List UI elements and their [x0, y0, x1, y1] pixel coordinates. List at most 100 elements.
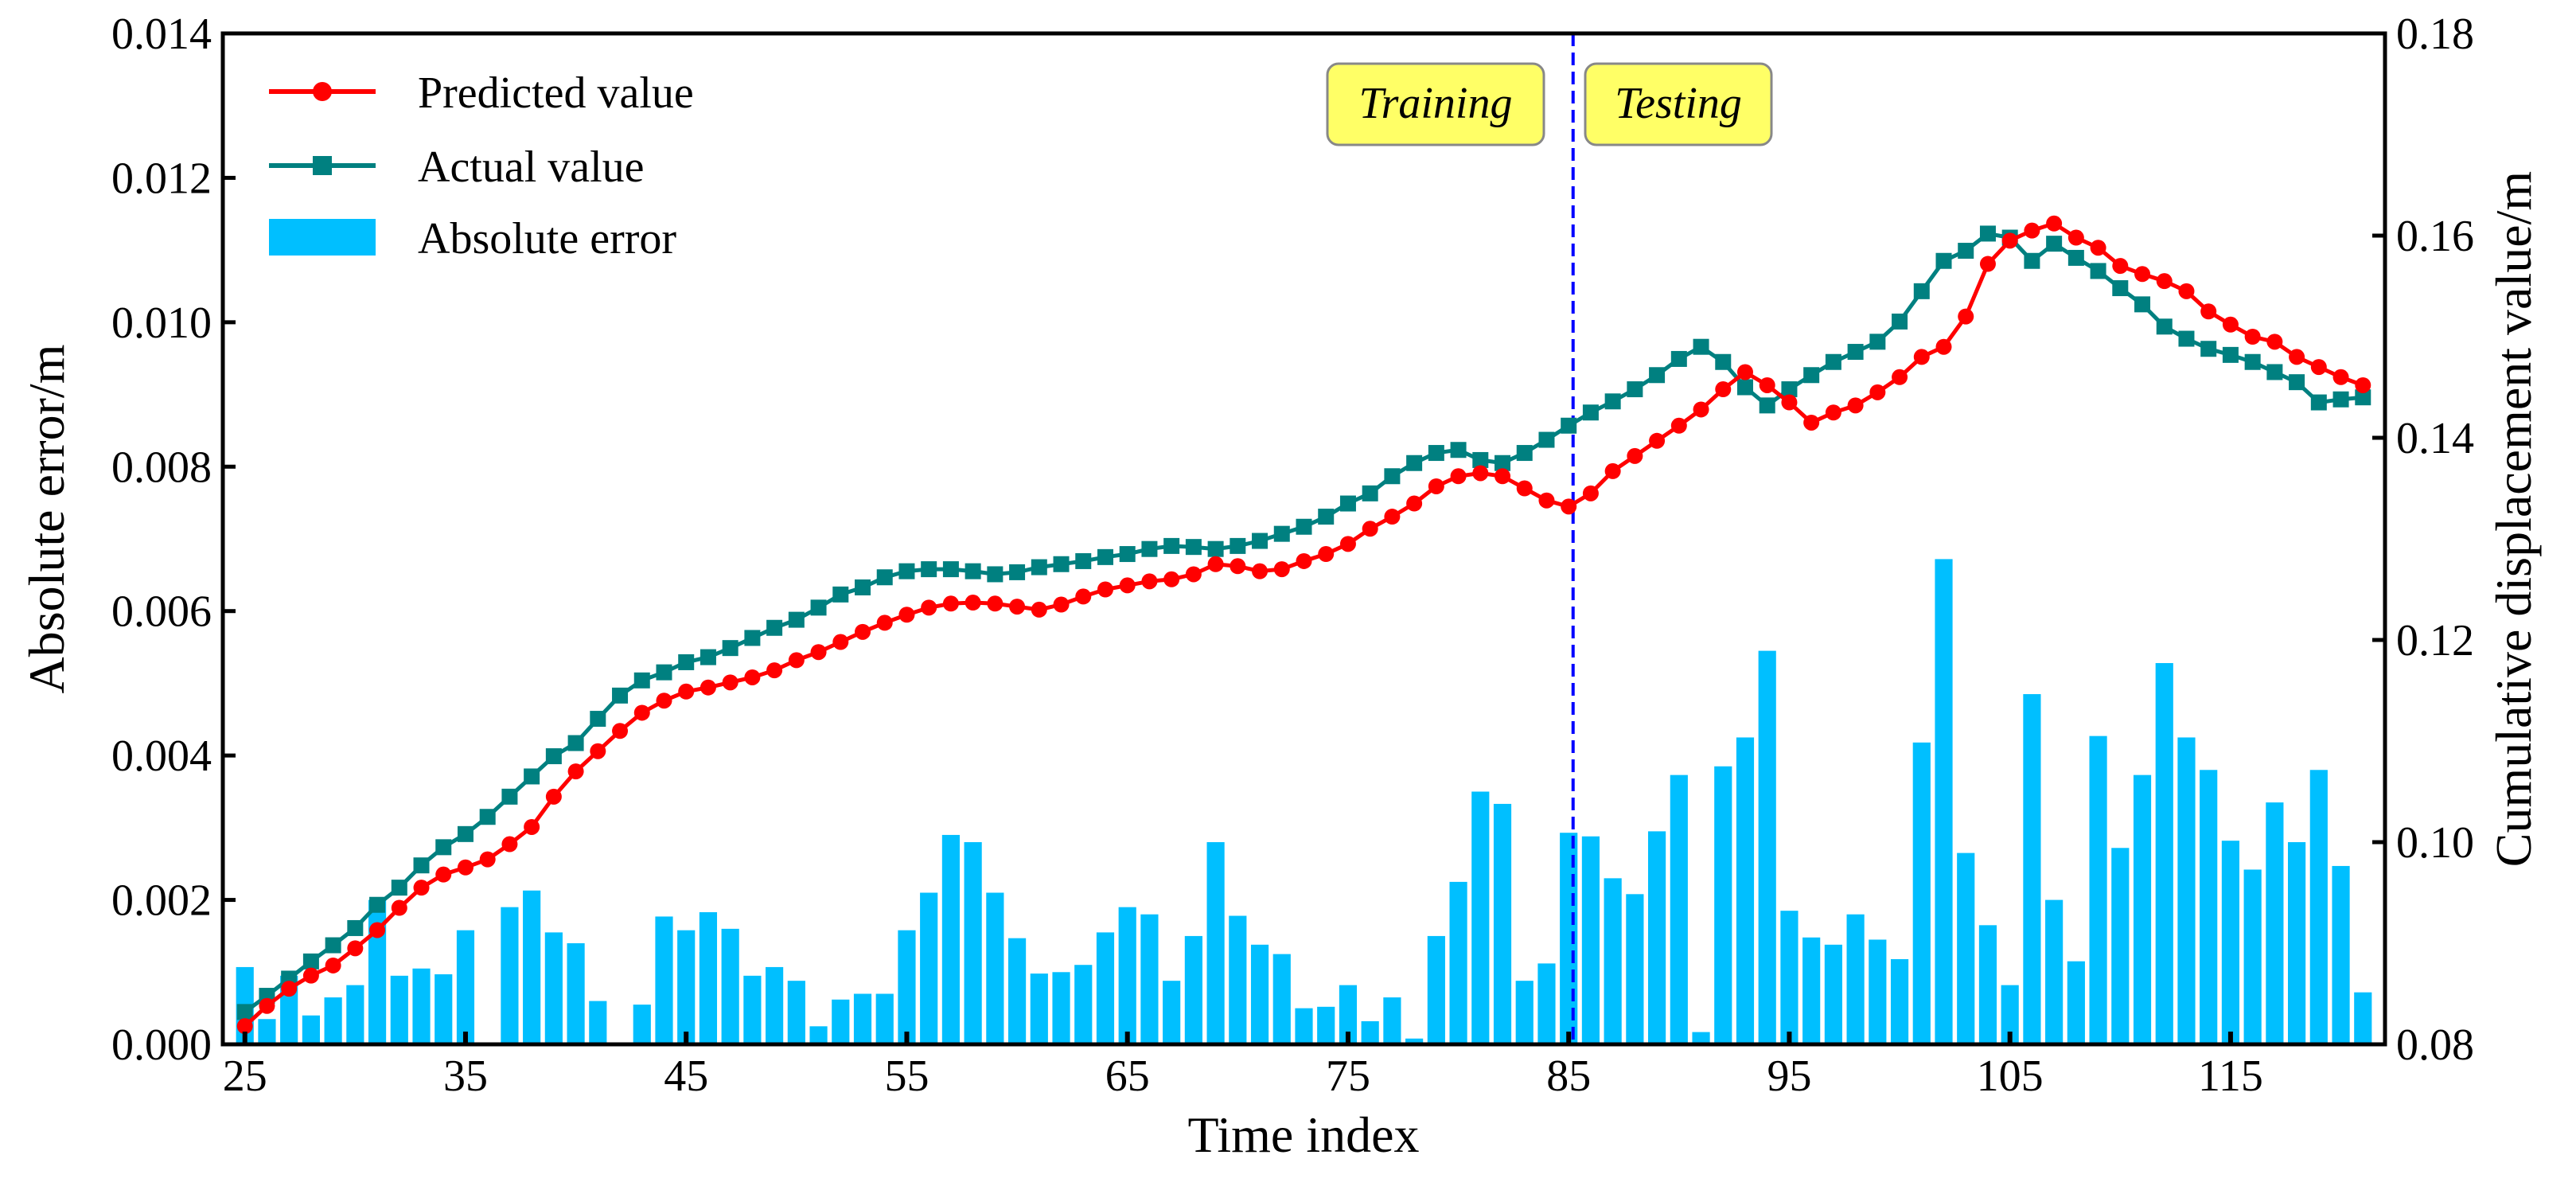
error-bar	[920, 892, 938, 1044]
predicted-value-point	[391, 899, 407, 916]
predicted-value-point	[1362, 521, 1378, 537]
actual-value-point	[1892, 313, 1908, 330]
actual-value-point	[1362, 485, 1378, 501]
actual-value-point	[236, 1004, 253, 1020]
predicted-value-point	[810, 644, 827, 661]
error-bar	[898, 930, 916, 1044]
error-bar	[2332, 865, 2350, 1044]
error-bar	[2089, 735, 2107, 1044]
actual-value-point	[391, 880, 407, 896]
actual-value-point	[921, 561, 937, 578]
error-bar	[1250, 944, 1269, 1044]
predicted-value-point	[1252, 563, 1269, 579]
error-bar	[1361, 1020, 1379, 1044]
error-bar	[567, 943, 585, 1044]
predicted-value-point	[1472, 465, 1489, 482]
actual-value-point	[2289, 374, 2305, 391]
error-bar	[2200, 770, 2218, 1044]
predicted-value-point	[656, 693, 672, 709]
actual-value-point	[633, 672, 650, 689]
error-bar	[1692, 1032, 1710, 1044]
actual-value-point	[1472, 451, 1489, 468]
actual-value-line	[244, 231, 2364, 1014]
predicted-value-point	[1296, 552, 1312, 569]
error-bar	[1626, 894, 1644, 1044]
error-bar	[941, 834, 960, 1044]
actual-value-point	[766, 619, 783, 636]
actual-value-point	[1406, 455, 1423, 471]
predicted-value-point	[369, 922, 386, 938]
training-label-box	[1326, 62, 1545, 146]
predicted-value-point	[2332, 369, 2349, 385]
legend-actual-marker	[313, 156, 332, 175]
error-bar	[633, 1005, 651, 1044]
y-left-tick-label: 0.000	[111, 1020, 212, 1070]
error-bar	[1272, 954, 1291, 1044]
predicted-value-point	[1582, 485, 1599, 501]
y-left-tick-label: 0.002	[111, 876, 212, 926]
legend-predicted-label: Predicted value	[418, 68, 694, 118]
error-bar	[1537, 963, 1556, 1044]
actual-value-point	[1979, 225, 1996, 242]
actual-value-point	[1825, 353, 1841, 370]
predicted-value-point	[302, 967, 319, 984]
error-bar	[1648, 831, 1666, 1044]
error-bar	[1670, 774, 1688, 1044]
predicted-value-point	[2355, 377, 2371, 393]
predicted-value-point	[700, 679, 716, 696]
legend-predicted-marker	[313, 82, 332, 101]
error-bar	[1912, 742, 1931, 1044]
legend-error-label: Absolute error	[418, 214, 676, 263]
predicted-value-point	[1009, 599, 1026, 615]
error-bar	[721, 928, 739, 1044]
predicted-value-point	[1230, 558, 1246, 575]
predicted-value-point	[876, 615, 893, 631]
actual-value-point	[369, 896, 386, 913]
predicted-value-point	[2310, 359, 2327, 376]
predicted-value-point	[2067, 229, 2084, 246]
error-bar	[655, 916, 673, 1044]
error-bar	[1140, 914, 1159, 1044]
error-bar	[1317, 1006, 1335, 1044]
legend-item-predicted: Predicted value	[269, 68, 694, 118]
actual-value-point	[1339, 495, 1356, 512]
error-bar	[1030, 973, 1048, 1044]
error-bar	[1206, 842, 1225, 1044]
error-bar	[2288, 842, 2306, 1044]
predicted-value-point	[259, 997, 275, 1014]
predicted-value-point	[612, 723, 629, 739]
actual-value-point	[1693, 338, 1709, 355]
predicted-value-point	[567, 763, 584, 780]
predicted-value-point	[2222, 316, 2239, 333]
predicted-value-point	[1516, 480, 1533, 497]
error-bar	[523, 890, 541, 1044]
error-bar	[766, 966, 784, 1044]
predicted-value-point	[590, 743, 606, 759]
predicted-value-point	[2289, 349, 2305, 365]
error-bar	[1935, 559, 1953, 1044]
predicted-value-point	[1715, 381, 1732, 398]
actual-value-point	[457, 825, 474, 842]
actual-value-point	[744, 630, 761, 646]
actual-value-point	[1935, 252, 1952, 269]
predicted-value-point	[766, 662, 783, 679]
actual-value-point	[325, 937, 341, 954]
error-bar	[501, 907, 519, 1044]
error-bar	[2023, 694, 2041, 1044]
actual-value-point	[435, 839, 452, 856]
error-bar	[2001, 985, 2019, 1044]
predicted-value-point	[1318, 546, 1335, 563]
actual-value-point	[2355, 389, 2371, 406]
predicted-value-point	[898, 607, 915, 623]
actual-value-point	[2200, 341, 2217, 357]
frame-layer	[220, 31, 2387, 1047]
predicted-value-point	[1185, 566, 1202, 583]
predicted-value-point	[524, 818, 540, 835]
plot-frame	[220, 31, 2387, 1047]
predicted-value-point	[479, 851, 496, 868]
predicted-value-point	[2024, 222, 2040, 239]
error-bar	[1714, 766, 1732, 1044]
error-bar	[412, 968, 431, 1044]
actual-value-point	[1495, 455, 1511, 471]
